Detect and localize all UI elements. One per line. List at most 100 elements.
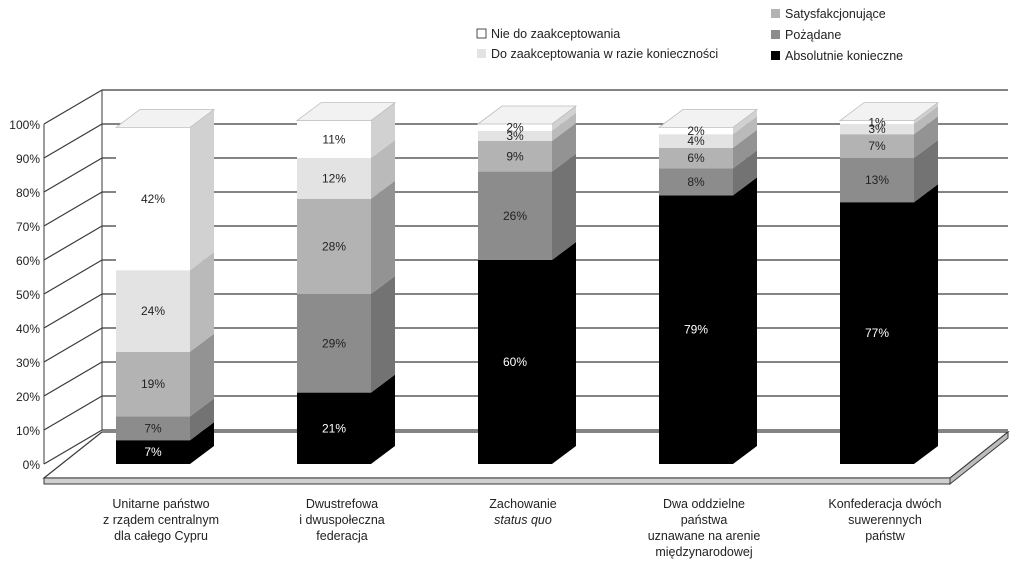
data-label: 19% (141, 377, 165, 391)
bar-front-face (659, 147, 733, 169)
bar-front-face (116, 127, 190, 271)
bar-top-face (657, 109, 759, 128)
gridline-diagonal (43, 225, 103, 261)
bar-side-face (552, 112, 576, 141)
bar-segment (476, 105, 578, 131)
bar-segment (840, 184, 938, 464)
data-label: 7% (868, 139, 886, 153)
bar-segment (478, 153, 576, 260)
bar-segment (478, 242, 576, 464)
gridline-diagonal (43, 293, 103, 329)
bar-front-face (478, 141, 552, 172)
bar-top-face (295, 102, 397, 121)
floor-front-edge (43, 477, 951, 485)
legend-swatch (771, 30, 780, 39)
y-tick-label: 100% (9, 118, 40, 132)
category-label: Dwustrefowa i dwuspołeczna federacja (299, 497, 385, 543)
legend-item: Do zaakceptowania w razie konieczności (477, 47, 718, 61)
bar-segment (659, 177, 757, 464)
legend: Nie do zaakceptowania Do zaakceptowania w… (476, 7, 903, 63)
data-label: 24% (141, 304, 165, 318)
category-label: Dwa oddzielne państwa uznawane na arenie mi… (648, 497, 761, 559)
bar-front-face (297, 392, 371, 464)
bars-layer (114, 102, 940, 464)
legend-label: Pożądane (785, 28, 841, 42)
legend-swatch (477, 49, 486, 58)
bar-segment (840, 116, 938, 158)
bar-side-face (552, 153, 576, 260)
data-label: 8% (687, 175, 705, 189)
legend-item: Nie do zaakceptowania (476, 27, 620, 41)
gridline-diagonal (43, 429, 103, 465)
x-axis-categories: Unitarne państwo z rządem centralnym dla c… (103, 497, 942, 559)
bar-front-face (297, 120, 371, 158)
bar-segment (297, 374, 395, 464)
bar-segment (840, 140, 938, 203)
y-tick-label: 0% (23, 458, 41, 472)
legend-swatch (771, 9, 780, 18)
data-labels-layer: 7%7%19%24%42%21%29%28%12%11%60%26%9%3%2%… (141, 115, 889, 459)
bar-side-face (371, 180, 395, 294)
legend-item: Satysfakcjonujące (771, 7, 886, 21)
bar-side-face (371, 374, 395, 464)
legend-label: Satysfakcjonujące (785, 7, 886, 21)
bar-segment (297, 140, 395, 199)
bar-front-face (840, 124, 914, 135)
y-tick-label: 10% (16, 424, 40, 438)
bar-front-face (478, 260, 552, 464)
bar-side-face (914, 102, 938, 124)
legend-label: Nie do zaakceptowania (491, 27, 620, 41)
bar-segment (657, 109, 759, 135)
bar-front-face (297, 198, 371, 294)
bar-front-face (659, 195, 733, 464)
legend-swatch (476, 28, 487, 39)
data-label: 3% (868, 122, 886, 136)
bar-top-face (476, 105, 578, 125)
data-label: 2% (506, 120, 524, 134)
bar-front-face (297, 158, 371, 199)
gridline-diagonal (43, 361, 103, 397)
y-tick-label: 50% (16, 288, 40, 302)
bar-side-face (914, 116, 938, 158)
data-label: 1% (868, 115, 886, 129)
bar-front-face (116, 351, 190, 417)
bar-segment (478, 123, 576, 172)
bar-side-face (190, 252, 214, 352)
bar-front-face (840, 134, 914, 158)
y-tick-label: 70% (16, 220, 40, 234)
bar-front-face (478, 171, 552, 260)
data-label: 79% (684, 323, 708, 337)
bar-front-face (840, 120, 914, 124)
data-label: 28% (322, 239, 346, 253)
bar-side-face (552, 106, 576, 131)
gridline-diagonal (43, 157, 103, 193)
gridline-diagonal (43, 395, 103, 431)
y-axis: 0% 10% 20% 30% 40% 50% 60% 70% 80% 90% 100% (9, 118, 40, 472)
bar-front-face (116, 440, 190, 464)
bar-segment (297, 276, 395, 393)
data-label: 12% (322, 171, 346, 185)
bar-side-face (190, 398, 214, 441)
bar-front-face (297, 294, 371, 393)
data-label: 26% (503, 209, 527, 223)
bar-segment (659, 116, 757, 148)
y-tick-label: 40% (16, 322, 40, 336)
data-label: 7% (144, 421, 162, 435)
bar-segment (840, 106, 938, 135)
bar-front-face (116, 416, 190, 441)
data-label: 9% (506, 149, 524, 163)
bar-front-face (659, 134, 733, 148)
category-label: Zachowanie status quo (489, 497, 556, 527)
y-tick-label: 80% (16, 186, 40, 200)
bar-side-face (914, 184, 938, 464)
bar-side-face (914, 140, 938, 203)
bar-side-face (733, 177, 757, 464)
legend-item: Pożądane (771, 28, 841, 42)
legend-swatch (771, 51, 780, 60)
data-label: 29% (322, 336, 346, 350)
bar-segment (659, 129, 757, 169)
bar-front-face (840, 202, 914, 464)
bar-side-face (190, 333, 214, 417)
gridline-diagonal (43, 123, 103, 159)
